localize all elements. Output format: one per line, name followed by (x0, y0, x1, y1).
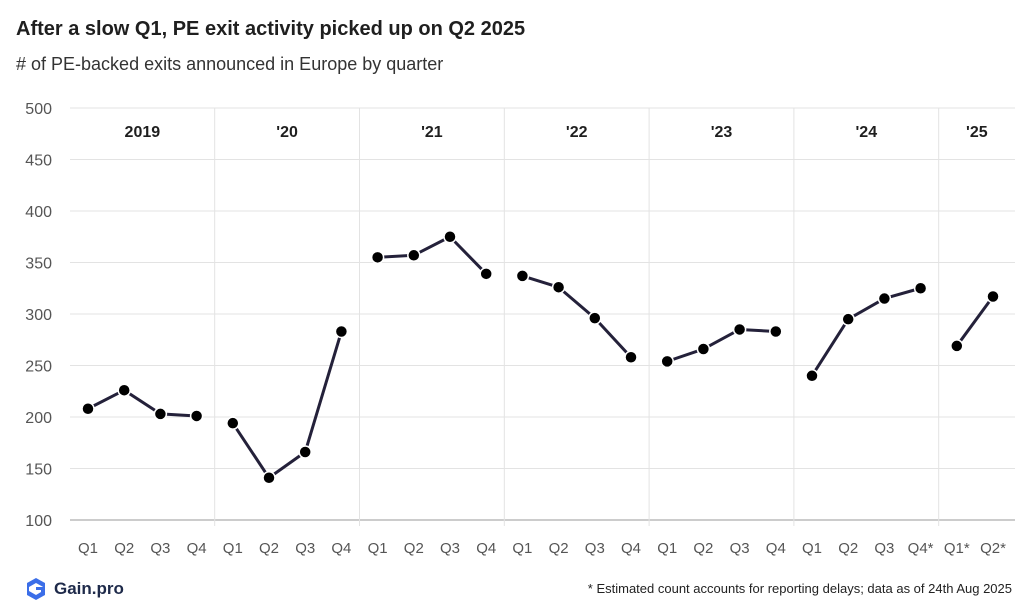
year-label: '22 (566, 124, 588, 141)
y-tick-label: 500 (25, 101, 52, 118)
year-label: '20 (276, 124, 298, 141)
x-tick-label: Q1 (223, 540, 243, 557)
data-point (696, 342, 711, 356)
x-tick-label: Q1 (78, 540, 98, 557)
y-tick-label: 300 (25, 307, 52, 324)
x-tick-label: Q4 (331, 540, 351, 557)
footnote: * Estimated count accounts for reporting… (587, 581, 1012, 596)
data-point (262, 471, 276, 485)
x-tick-label: Q2 (259, 540, 279, 557)
x-tick-label: Q4 (766, 540, 786, 557)
series-line (521, 274, 633, 359)
data-point (226, 416, 240, 430)
x-tick-label: Q4 (187, 540, 207, 557)
x-tick-label: Q4 (621, 540, 641, 557)
x-tick-label: Q4 (476, 540, 496, 557)
series-line (955, 295, 995, 347)
chart-subtitle: # of PE-backed exits announced in Europe… (16, 54, 444, 74)
data-point (986, 289, 1000, 304)
year-label: '24 (855, 124, 877, 141)
y-tick-label: 350 (25, 256, 52, 273)
y-tick-label: 200 (25, 410, 52, 427)
series-line (666, 327, 776, 363)
x-tick-label: Q3 (730, 540, 750, 557)
series-line (231, 331, 343, 480)
data-point (913, 281, 928, 295)
data-point (479, 267, 493, 281)
x-tick-label: Q1 (368, 540, 388, 557)
data-point (660, 354, 674, 369)
x-tick-label: Q3 (440, 540, 460, 557)
data-point (81, 402, 95, 416)
year-label: 2019 (125, 124, 161, 141)
year-label: '25 (966, 124, 988, 141)
y-tick-label: 450 (25, 153, 52, 170)
data-point (950, 339, 964, 353)
data-point (298, 445, 312, 459)
data-point (877, 291, 892, 306)
x-tick-label: Q2* (980, 540, 1006, 557)
data-point (117, 383, 131, 397)
chart-title: After a slow Q1, PE exit activity picked… (16, 18, 526, 40)
data-point (732, 322, 747, 337)
data-point (588, 311, 602, 325)
y-tick-label: 400 (25, 204, 52, 221)
data-point (443, 230, 457, 244)
data-point (153, 407, 168, 421)
data-point (370, 250, 385, 265)
y-tick-label: 150 (25, 462, 52, 479)
x-tick-label: Q2 (838, 540, 858, 557)
x-tick-label: Q2 (114, 540, 134, 557)
data-point (769, 324, 783, 339)
series-line (87, 388, 197, 418)
data-point (551, 280, 566, 294)
y-tick-label: 100 (25, 513, 52, 530)
gain-pro-logo: Gain.pro (24, 576, 124, 602)
x-tick-label: Q3 (150, 540, 170, 557)
series-line (810, 286, 922, 377)
data-point (624, 350, 638, 365)
year-label: '23 (711, 124, 733, 141)
x-tick-label: Q3 (295, 540, 315, 557)
x-tick-label: Q2 (549, 540, 569, 557)
data-point (407, 248, 421, 263)
x-tick-label: Q3 (874, 540, 894, 557)
x-tick-label: Q2 (693, 540, 713, 557)
data-point (189, 409, 204, 423)
y-tick-label: 250 (25, 359, 52, 376)
logo-text: Gain.pro (54, 579, 124, 598)
x-tick-label: Q3 (585, 540, 605, 557)
x-tick-label: Q1 (657, 540, 677, 557)
data-point (334, 324, 349, 339)
data-point (515, 269, 530, 283)
x-tick-label: Q4* (908, 540, 934, 557)
gain-logo-icon (27, 578, 45, 600)
x-tick-label: Q1 (512, 540, 532, 557)
data-point (805, 369, 819, 383)
year-label: '21 (421, 124, 443, 141)
x-tick-label: Q1* (944, 540, 970, 557)
x-tick-label: Q2 (404, 540, 424, 557)
series-line (377, 235, 488, 275)
data-point (841, 312, 855, 326)
x-tick-label: Q1 (802, 540, 822, 557)
